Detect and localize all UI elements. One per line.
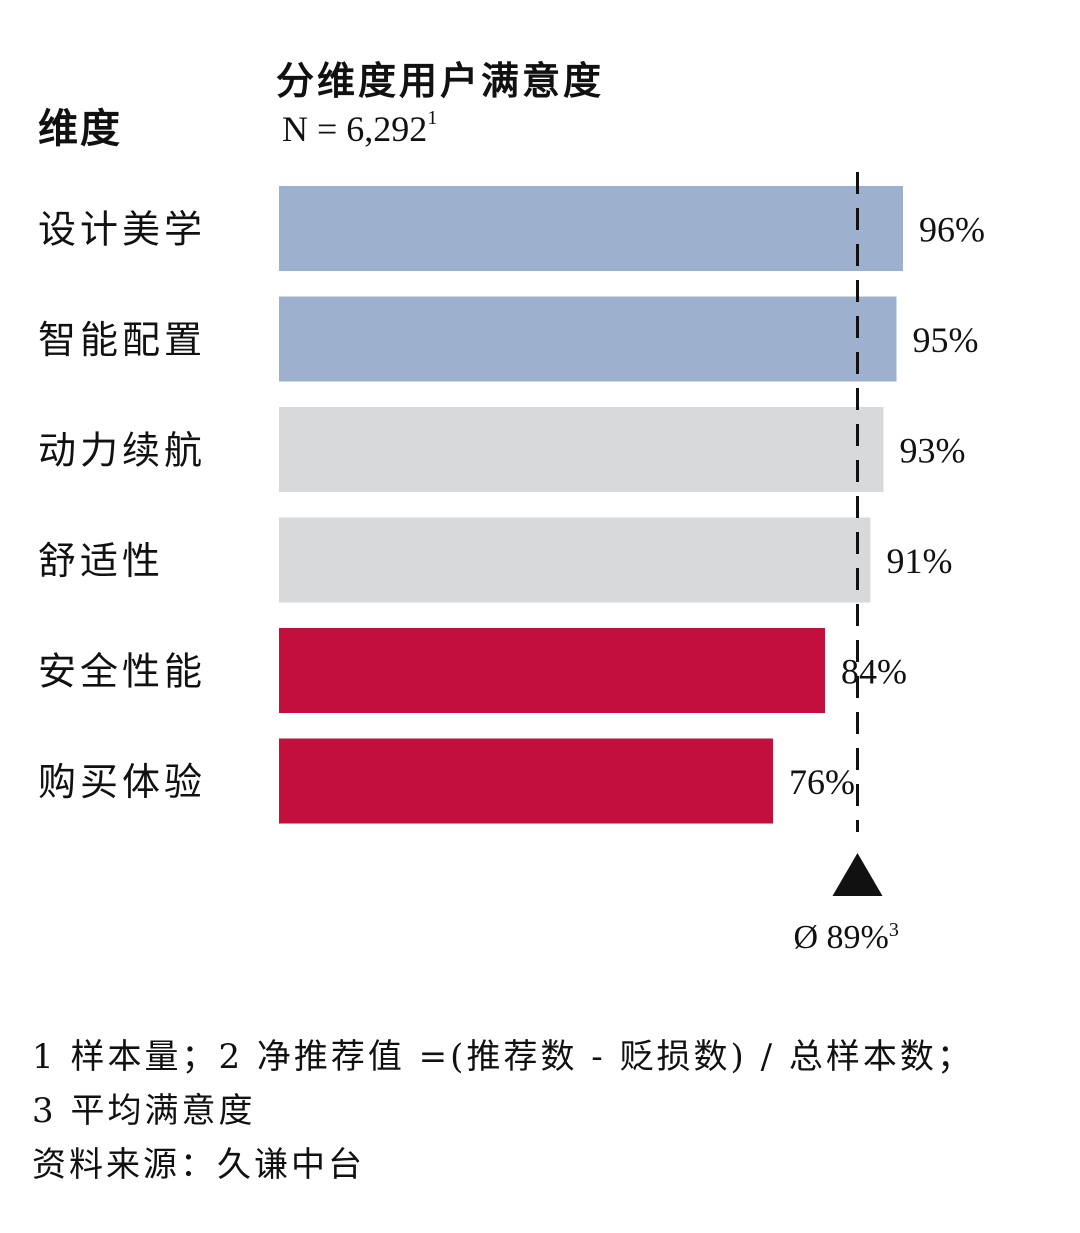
value-label: 84% xyxy=(841,652,907,692)
bar xyxy=(279,407,884,492)
category-label: 舒适性 xyxy=(38,539,164,583)
value-label: 93% xyxy=(900,431,966,471)
dimension-header: 维度 xyxy=(38,106,122,152)
value-label: 95% xyxy=(913,320,979,360)
bar xyxy=(279,628,825,713)
category-label: 购买体验 xyxy=(38,760,206,804)
sample-size-footnote-marker: 1 xyxy=(427,107,438,129)
bar-chart: 设计美学 96% 智能配置 95% 动力续航 93% 舒适性 91% 安全性能 84% 购买体验 76… xyxy=(38,172,985,956)
footnotes: 1 样本量；2 净推荐值 =(推荐数 - 贬损数) / 总样本数； 3 平均满意… xyxy=(32,1030,974,1192)
category-label: 设计美学 xyxy=(38,208,206,252)
category-label: 动力续航 xyxy=(38,429,206,473)
bar xyxy=(279,738,773,824)
bar xyxy=(279,517,871,603)
footnote-line-2: 3 平均满意度 xyxy=(32,1091,256,1131)
sample-size-text: N = 6,292 xyxy=(282,109,428,149)
footnote-line-1: 1 样本量；2 净推荐值 =(推荐数 - 贬损数) / 总样本数； xyxy=(32,1037,974,1077)
value-label: 91% xyxy=(887,541,953,581)
average-label-footnote-marker: 3 xyxy=(889,919,899,941)
category-label: 安全性能 xyxy=(38,650,206,694)
category-label: 智能配置 xyxy=(38,318,206,362)
value-label: 96% xyxy=(919,210,985,250)
value-label: 76% xyxy=(789,762,855,802)
chart-title: 分维度用户满意度 xyxy=(276,59,605,103)
average-marker-triangle xyxy=(832,853,883,896)
source-note: 资料来源：久谦中台 xyxy=(32,1145,365,1185)
sample-size: N = 6,2921 xyxy=(282,107,438,150)
bar xyxy=(279,186,903,271)
average-label: Ø 89%3 xyxy=(794,919,899,956)
bar xyxy=(279,296,897,382)
